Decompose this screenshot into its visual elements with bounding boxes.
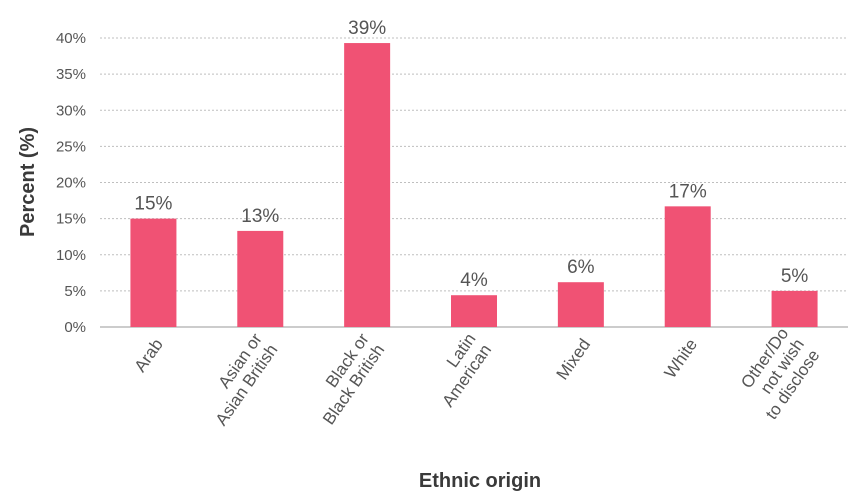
y-tick-label: 0% xyxy=(64,319,86,336)
grid-lines xyxy=(100,37,848,328)
bar xyxy=(344,43,391,328)
y-tick-label: 30% xyxy=(56,102,86,119)
data-label: 17% xyxy=(669,181,707,202)
bar xyxy=(237,230,284,327)
y-tick-label: 10% xyxy=(56,247,86,264)
bar xyxy=(130,218,177,327)
y-tick-label: 35% xyxy=(56,66,86,83)
x-tick-label-line: Mixed xyxy=(553,335,595,383)
x-tick-label: White xyxy=(661,335,701,382)
bars xyxy=(130,43,818,328)
y-tick-label: 15% xyxy=(56,211,86,228)
y-tick-label: 20% xyxy=(56,175,86,192)
bar xyxy=(664,206,711,327)
data-label: 39% xyxy=(348,18,386,39)
data-label: 5% xyxy=(781,266,809,287)
x-axis-title: Ethnic origin xyxy=(419,470,541,492)
bar xyxy=(451,295,497,327)
y-tick-label: 40% xyxy=(56,30,86,47)
bar xyxy=(771,290,818,327)
x-tick-label-line: Arab xyxy=(131,335,167,375)
bar xyxy=(557,282,604,327)
data-label: 13% xyxy=(241,206,279,227)
y-tick-label: 5% xyxy=(64,283,86,300)
y-tick-label: 25% xyxy=(56,138,86,155)
data-label: 4% xyxy=(460,270,488,291)
data-label: 15% xyxy=(134,194,172,215)
x-tick-label: Arab xyxy=(131,335,167,375)
x-tick-label: Mixed xyxy=(553,335,595,383)
data-label: 6% xyxy=(567,257,595,278)
x-tick-label-line: White xyxy=(661,335,701,382)
y-axis-title: Percent (%) xyxy=(17,127,39,237)
